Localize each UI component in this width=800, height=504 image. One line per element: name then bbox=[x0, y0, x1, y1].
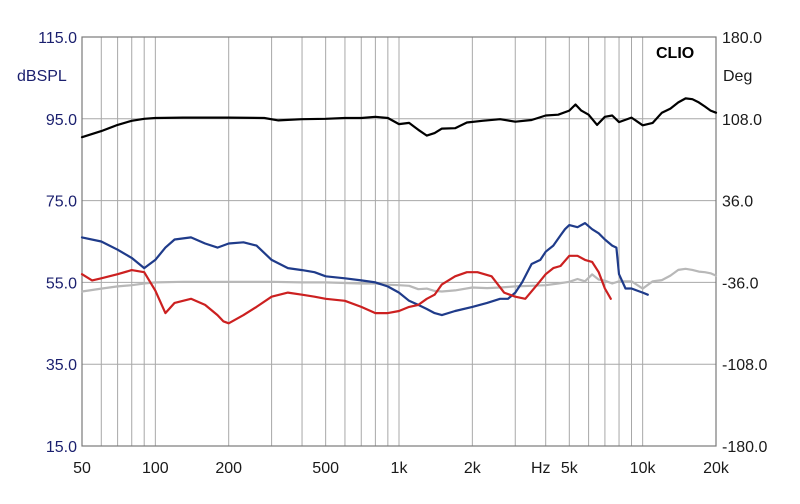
x-tick-label: 200 bbox=[215, 460, 242, 477]
series-group bbox=[80, 97, 718, 325]
series-line-blue bbox=[80, 222, 649, 317]
x-tick-label: 50 bbox=[73, 460, 91, 477]
brand-label: CLIO bbox=[656, 45, 694, 62]
x-tick-label: 100 bbox=[142, 460, 169, 477]
axis-labels: dBSPL Deg CLIO Hz 115.0 95.0 75.0 55.0 35.0 1… bbox=[17, 30, 767, 477]
x-tick-label: 500 bbox=[312, 460, 339, 477]
x-tick-label: 2k bbox=[464, 460, 482, 477]
x-tick-label: 1k bbox=[391, 460, 409, 477]
right-tick-label: -36.0 bbox=[722, 275, 759, 292]
x-tick-label: 5k bbox=[561, 460, 579, 477]
x-tick-label: 20k bbox=[703, 460, 730, 477]
left-tick-label: 115.0 bbox=[38, 30, 77, 47]
right-tick-label: 36.0 bbox=[722, 194, 753, 211]
grid bbox=[82, 37, 716, 446]
left-tick-label: 55.0 bbox=[46, 275, 77, 292]
left-axis-unit: dBSPL bbox=[17, 68, 67, 85]
right-tick-label: -108.0 bbox=[722, 357, 767, 374]
right-axis-unit: Deg bbox=[723, 68, 752, 85]
left-tick-label: 75.0 bbox=[46, 194, 77, 211]
x-axis-unit: Hz bbox=[531, 460, 551, 477]
series-line-black bbox=[80, 97, 718, 139]
right-tick-label: -180.0 bbox=[722, 439, 767, 456]
left-tick-label: 35.0 bbox=[46, 357, 77, 374]
right-tick-label: 180.0 bbox=[722, 30, 762, 47]
left-tick-label: 95.0 bbox=[46, 112, 77, 129]
series-line-red bbox=[80, 254, 612, 325]
left-tick-label: 15.0 bbox=[46, 439, 77, 456]
right-tick-label: 108.0 bbox=[722, 112, 762, 129]
plot-frame bbox=[81, 36, 717, 447]
x-tick-label: 10k bbox=[630, 460, 657, 477]
